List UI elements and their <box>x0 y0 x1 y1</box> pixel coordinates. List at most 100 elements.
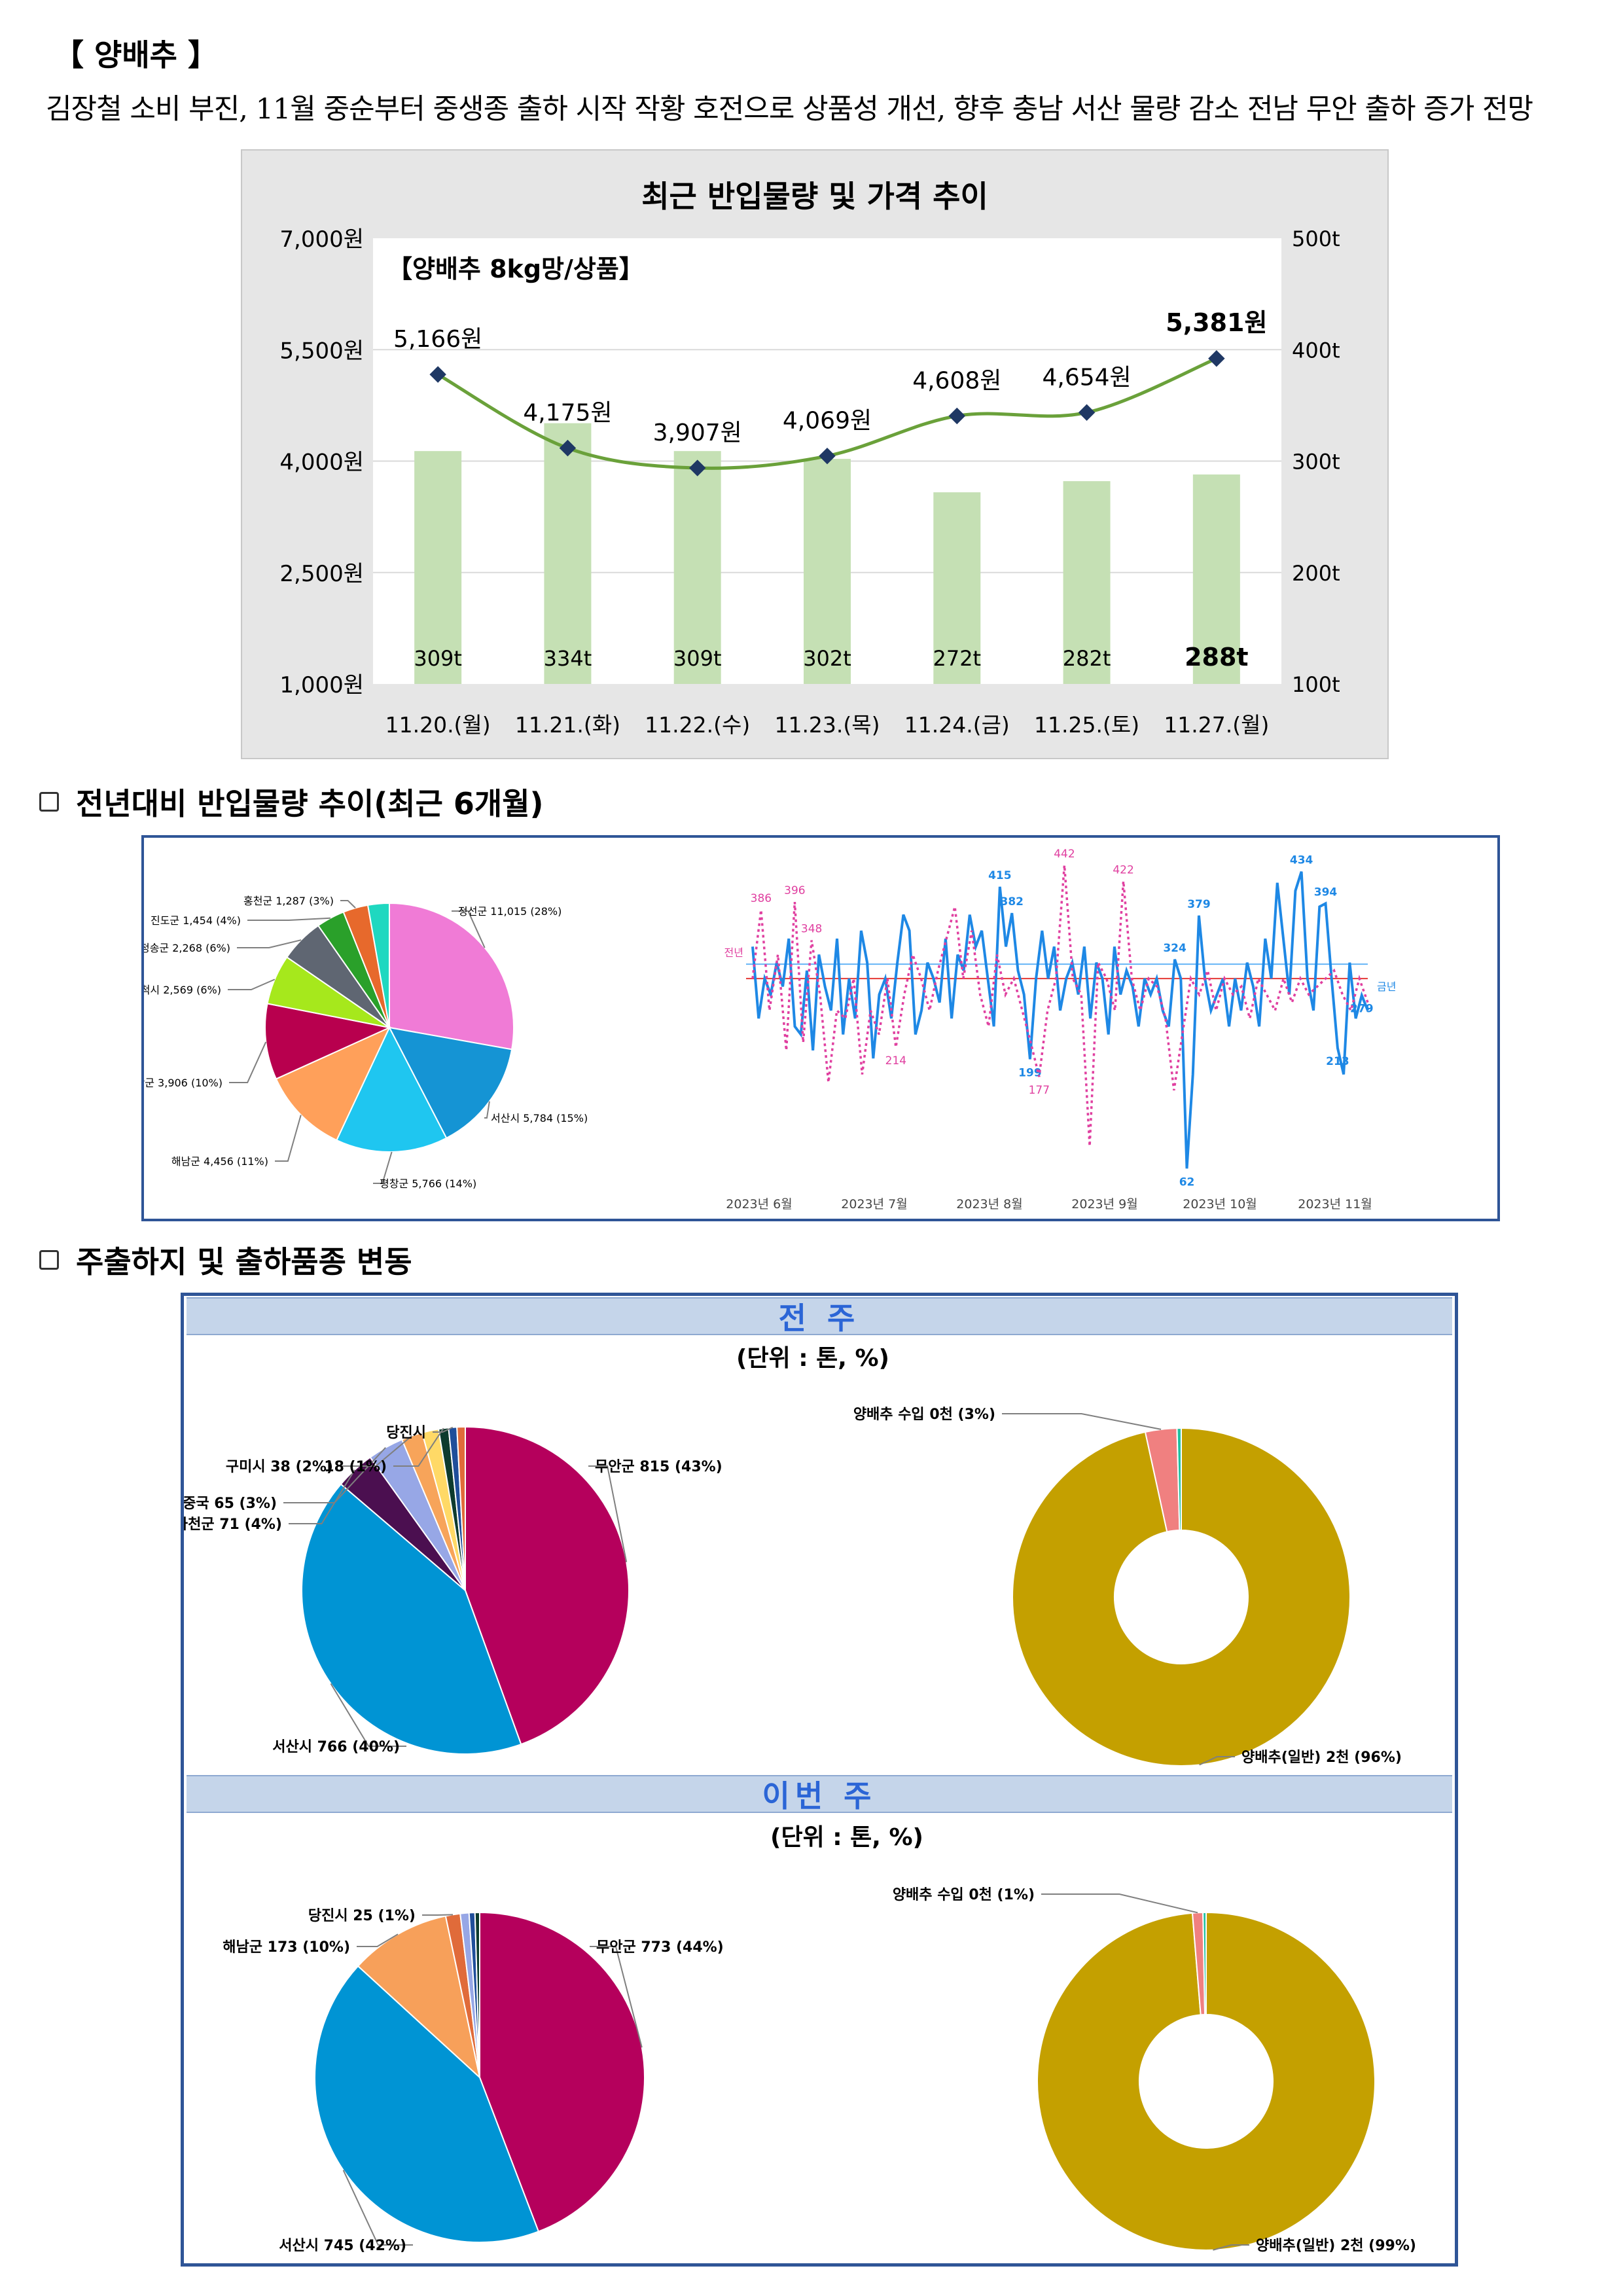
y-left-tick: 2,500원 <box>279 561 364 587</box>
series-line <box>751 871 1369 1169</box>
bar-label: 272t <box>933 646 981 671</box>
pie-label: 양배추 수입 0천 (3%) <box>853 1407 995 1423</box>
prev-week-variety-donut: 양배추(일반) 2천 (96%) 양배추 수입 0천 (3%) <box>853 1407 1402 1767</box>
pie-label: 서산시 745 (42%) <box>279 2238 406 2254</box>
y-left-tick: 4,000원 <box>279 450 364 476</box>
pie-slice <box>1176 1427 1182 1532</box>
leader-line <box>373 1151 393 1184</box>
bar <box>1063 481 1111 684</box>
bar-label: 309t <box>673 646 722 671</box>
pie-slice <box>357 1915 481 2079</box>
x-tick: 2023년 8월 <box>956 1197 1022 1211</box>
pie-slice <box>1012 1427 1351 1767</box>
leader-line <box>330 1683 406 1747</box>
price-label: 4,608원 <box>912 367 1001 394</box>
section-yoy-title: 전년대비 반입물량 추이(최근 6개월) <box>76 786 544 821</box>
y-right-tick: 400t <box>1292 338 1340 363</box>
bar <box>414 451 462 684</box>
x-tick: 2023년 7월 <box>841 1197 907 1211</box>
price-label: 5,166원 <box>393 326 482 353</box>
leader-line <box>340 1435 413 1467</box>
line-data-label: 214 <box>885 1054 906 1067</box>
pie-slice <box>474 1911 480 2078</box>
leader-line <box>357 1933 399 1947</box>
bar-label: 288t <box>1185 643 1249 672</box>
chart-title: 최근 반입물량 및 가격 추이 <box>641 179 988 214</box>
pie-label: 양배추(일반) 2천 (96%) <box>1241 1749 1402 1766</box>
leader-line <box>229 1041 267 1083</box>
leader-line <box>342 2170 413 2246</box>
bar <box>933 492 981 684</box>
line-data-label: 199 <box>1018 1066 1042 1079</box>
x-tick: 11.24.(금) <box>904 712 1010 738</box>
price-label: 3,907원 <box>653 420 742 446</box>
this-week-variety-donut: 양배추(일반) 2천 (99%) 양배추 수입 0천 (1%) <box>893 1887 1416 2254</box>
prev-week-unit: (단위 : 톤, %) <box>736 1345 890 1372</box>
leader-line <box>1002 1413 1162 1430</box>
leader-line <box>588 1465 628 1562</box>
bar <box>1192 474 1240 684</box>
line-data-label: 177 <box>1029 1084 1050 1097</box>
pie-label: 무안군 815 (43%) <box>595 1459 722 1475</box>
leader-line <box>1199 1756 1235 1766</box>
price-label: 4,654원 <box>1042 364 1131 391</box>
series-legend-label: 전년 <box>724 946 743 959</box>
section-yoy-header: 전년대비 반입물량 추이(최근 6개월) <box>39 780 544 823</box>
series-legend-label: 금년 <box>1377 980 1396 993</box>
pie-label: 당진시 <box>386 1425 426 1441</box>
x-tick: 11.25.(토) <box>1034 712 1139 738</box>
pie-slice <box>1037 1911 1376 2251</box>
x-tick: 11.23.(목) <box>774 712 880 738</box>
this-week-unit: (단위 : 톤, %) <box>770 1824 924 1851</box>
this-week-header: 이번 주 <box>187 1775 1452 1814</box>
chart-recent-volume-price: 최근 반입물량 및 가격 추이 【양배추 8kg망/상품】 1,000원 2,500원… <box>241 149 1389 759</box>
bar-label: 282t <box>1063 646 1111 671</box>
leader-line <box>275 1115 302 1162</box>
pie-slice <box>275 1026 391 1141</box>
line-data-label: 213 <box>1326 1055 1349 1068</box>
pie-slice <box>465 1426 630 1746</box>
line-data-label: 379 <box>1187 898 1211 911</box>
leader-line <box>1041 1893 1198 1914</box>
section-shipping-title: 주출하지 및 출하품종 변동 <box>76 1244 412 1280</box>
pie-label: 홍천군 1,287 (3%) <box>243 895 334 907</box>
x-tick: 11.21.(화) <box>515 712 620 738</box>
leader-line <box>422 1914 454 1916</box>
bar <box>544 423 592 684</box>
price-label: 4,069원 <box>783 408 872 435</box>
leader-line <box>237 939 302 948</box>
line-data-label: 442 <box>1054 848 1075 861</box>
y-right-tick: 200t <box>1292 561 1340 586</box>
pie-slice <box>456 1426 466 1591</box>
line-data-label: 386 <box>751 892 772 905</box>
y-left-tick: 1,000원 <box>279 672 364 698</box>
pie-label: 화천군 71 (4%) <box>184 1516 282 1533</box>
leader-line <box>340 900 356 908</box>
page-subtitle: 김장철 소비 부진, 11월 중순부터 중생종 출하 시작 작황 호전으로 상품… <box>46 93 1533 126</box>
pie-slice <box>264 1003 392 1080</box>
pie-label: 서산시 766 (40%) <box>272 1739 400 1755</box>
pie-label: 무안군 773 (44%) <box>596 1939 724 1956</box>
leader-line <box>452 910 486 948</box>
x-tick: 2023년 9월 <box>1071 1197 1137 1211</box>
bar-label: 302t <box>803 646 851 671</box>
yoy-daily-line-canvas: 415 382 199 324 62 379 434 394 213 279 386 396 348 21… <box>724 848 1397 1211</box>
pie-label: 구미시 38 (2%) <box>226 1459 333 1475</box>
bar <box>804 459 851 684</box>
x-tick: 11.20.(월) <box>385 712 491 738</box>
this-week-origin-pie: 무안군 773 (44%) 서산시 745 (42%) 해남군 173 (10%) 당… <box>223 1908 724 2254</box>
series-line <box>751 865 1369 1147</box>
price-marker <box>688 459 706 476</box>
price-marker <box>429 366 446 383</box>
pie-slice <box>1202 1911 1207 2016</box>
pie-label: 서산시 5,784 (15%) <box>491 1112 588 1124</box>
line-data-label: 396 <box>784 884 805 897</box>
bar-label: 334t <box>544 646 592 671</box>
leader-line <box>228 978 276 990</box>
y-left-tick: 7,000원 <box>279 226 364 253</box>
page-title: 【 양배추 】 <box>54 37 218 73</box>
pie-label: 당진시 25 (1%) <box>308 1908 416 1924</box>
line-data-label: 394 <box>1314 886 1338 899</box>
price-label: 5,381원 <box>1166 308 1267 337</box>
pie-label: 양배추 수입 0천 (1%) <box>893 1887 1035 1903</box>
